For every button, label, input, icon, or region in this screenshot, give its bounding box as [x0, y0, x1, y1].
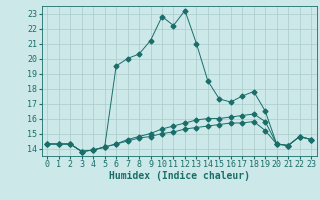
X-axis label: Humidex (Indice chaleur): Humidex (Indice chaleur) [109, 171, 250, 181]
